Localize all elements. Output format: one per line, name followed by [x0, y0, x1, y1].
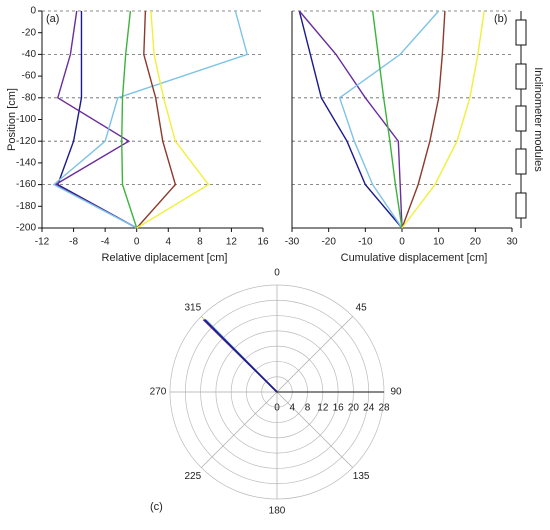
x-tick-label: -12: [35, 237, 50, 248]
y-tick-label: -60: [22, 71, 37, 82]
y-tick-label: -160: [16, 179, 36, 190]
y-tick-label: -20: [22, 27, 37, 38]
x-axis-label: Cumulative displacement [cm]: [341, 252, 488, 264]
x-tick-label: 16: [257, 237, 269, 248]
module-column: [515, 11, 527, 228]
x-axis-label: Relative diplacement [cm]: [102, 252, 228, 264]
data-line: [52, 10, 249, 229]
data-line: [56, 11, 138, 229]
theta-label: 315: [185, 302, 202, 313]
theta-label: 180: [269, 506, 286, 517]
x-tick-label: 8: [197, 237, 203, 248]
y-tick-label: 0: [30, 6, 36, 17]
x-tick-label: 0: [134, 237, 140, 248]
side-label: Inclinometer modules: [532, 67, 544, 172]
y-tick-label: -40: [22, 49, 37, 60]
x-tick-label: -10: [358, 237, 373, 248]
theta-label: 90: [390, 387, 402, 398]
theta-label: 270: [150, 387, 167, 398]
data-line: [136, 10, 177, 229]
r-tick-label: 4: [290, 403, 296, 414]
r-tick-label: 12: [317, 403, 329, 414]
x-tick-label: 12: [226, 237, 238, 248]
y-tick-label: -80: [22, 92, 37, 103]
x-tick-label: -4: [101, 237, 110, 248]
panel-label: (c): [150, 501, 163, 513]
x-tick-label: -30: [285, 237, 300, 248]
data-line: [298, 10, 403, 229]
x-tick-label: 0: [399, 237, 405, 248]
panel-label: (a): [46, 13, 59, 25]
data-line: [401, 10, 446, 229]
data-line: [136, 10, 210, 229]
r-tick-label: 0: [274, 403, 280, 414]
data-line: [298, 10, 403, 229]
r-tick-label: 24: [363, 403, 375, 414]
theta-label: 45: [356, 302, 368, 313]
x-tick-label: 4: [166, 237, 172, 248]
data-line: [338, 10, 440, 229]
data-line: [401, 10, 485, 229]
theta-label: 0: [274, 268, 280, 279]
panel-label: (b): [494, 13, 507, 25]
r-tick-label: 28: [378, 403, 390, 414]
theta-label: 135: [353, 471, 370, 482]
polar-line: [204, 319, 278, 393]
theta-grid: [201, 391, 278, 468]
x-tick-label: -20: [321, 237, 336, 248]
r-tick-label: 8: [305, 403, 311, 414]
y-tick-label: -140: [16, 158, 36, 169]
r-tick-label: 16: [333, 403, 345, 414]
x-tick-label: -8: [69, 237, 78, 248]
data-line: [53, 10, 138, 229]
data-line: [371, 10, 403, 229]
theta-grid: [276, 391, 353, 468]
r-tick-label: 20: [348, 403, 360, 414]
x-tick-label: 10: [433, 237, 445, 248]
y-tick-label: -120: [16, 136, 36, 147]
y-tick-label: -180: [16, 201, 36, 212]
y-tick-label: -100: [16, 114, 36, 125]
y-axis-label: Position [cm]: [6, 88, 18, 151]
x-tick-label: 20: [470, 237, 482, 248]
data-line: [121, 10, 138, 229]
theta-label: 225: [185, 471, 202, 482]
y-tick-label: -200: [16, 223, 36, 234]
theta-grid: [276, 316, 353, 393]
x-tick-label: 30: [506, 237, 518, 248]
